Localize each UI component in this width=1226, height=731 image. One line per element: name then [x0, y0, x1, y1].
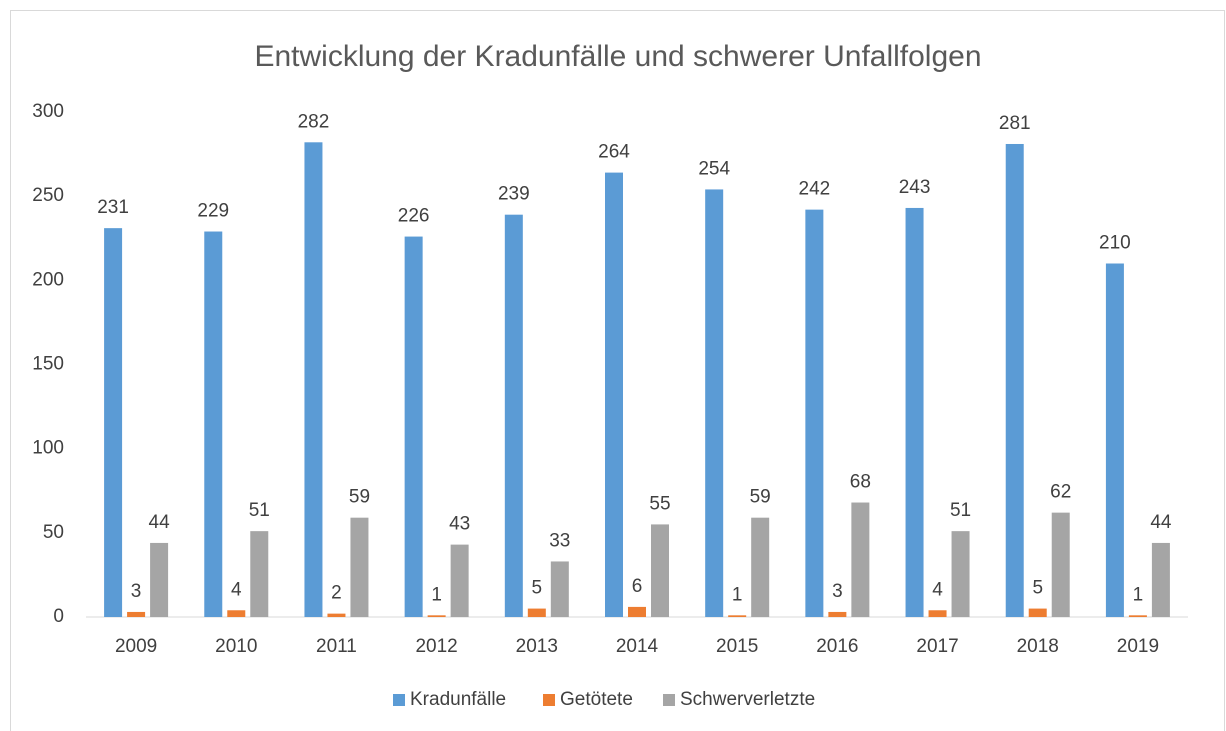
data-label: 44	[149, 512, 171, 533]
data-label: 43	[449, 514, 470, 535]
data-label: 264	[598, 142, 630, 163]
bar	[851, 502, 870, 617]
data-label: 226	[398, 206, 430, 227]
y-tick-label: 150	[32, 354, 64, 375]
y-tick-label: 300	[32, 101, 64, 122]
bar	[127, 611, 146, 617]
x-tick-label: 2013	[516, 636, 558, 657]
data-label: 282	[298, 111, 330, 132]
x-tick-label: 2018	[1017, 636, 1059, 657]
bar	[751, 517, 770, 617]
legend-swatch	[543, 694, 555, 706]
bar	[905, 207, 924, 617]
data-label: 254	[698, 158, 730, 179]
data-label: 4	[231, 579, 242, 600]
legend-swatch	[663, 694, 675, 706]
legend-label: Getötete	[560, 689, 633, 710]
bar	[705, 189, 724, 617]
data-label: 281	[999, 113, 1031, 134]
bar	[1105, 263, 1124, 617]
data-label: 51	[950, 500, 971, 521]
data-label: 3	[832, 581, 843, 602]
y-tick-label: 200	[32, 269, 64, 290]
data-label: 4	[932, 579, 943, 600]
x-tick-label: 2017	[916, 636, 958, 657]
bar	[327, 613, 346, 617]
bar	[204, 231, 223, 617]
bar	[805, 209, 824, 617]
legend-label: Schwerverletzte	[680, 689, 815, 710]
bar	[1028, 608, 1047, 617]
bar	[350, 517, 369, 617]
bar	[728, 615, 747, 617]
data-label: 6	[632, 576, 643, 597]
bar	[550, 561, 569, 617]
y-tick-label: 100	[32, 438, 64, 459]
x-tick-label: 2011	[316, 636, 357, 657]
data-label: 62	[1050, 482, 1071, 503]
y-tick-label: 0	[53, 606, 64, 627]
bar	[628, 606, 646, 617]
bar	[828, 611, 847, 617]
data-label: 242	[799, 179, 831, 200]
bar	[951, 531, 970, 617]
bar	[150, 542, 169, 617]
bar	[651, 524, 669, 617]
bar	[427, 615, 446, 617]
data-label: 44	[1150, 512, 1172, 533]
legend-swatch	[393, 694, 405, 706]
data-label: 3	[131, 581, 142, 602]
x-tick-label: 2016	[816, 636, 858, 657]
data-label: 1	[431, 584, 442, 605]
bar	[1005, 143, 1024, 617]
bar	[527, 608, 546, 617]
y-tick-label: 250	[32, 185, 64, 206]
bar	[504, 214, 523, 617]
data-label: 55	[649, 493, 670, 514]
x-tick-label: 2009	[115, 636, 157, 657]
data-label: 210	[1099, 233, 1131, 254]
data-label: 231	[97, 197, 129, 218]
chart-title: Entwicklung der Kradunfälle und schwerer…	[254, 40, 981, 73]
bar	[928, 610, 947, 617]
x-tick-label: 2014	[616, 636, 659, 657]
bar	[304, 142, 323, 618]
y-tick-label: 50	[43, 522, 64, 543]
x-tick-label: 2015	[716, 636, 758, 657]
chart-border	[10, 10, 1225, 731]
data-label: 51	[249, 500, 270, 521]
bar	[1128, 615, 1147, 617]
bar	[227, 610, 246, 617]
bar	[1151, 542, 1170, 617]
data-label: 239	[498, 184, 530, 205]
bar	[250, 531, 269, 617]
data-label: 229	[197, 201, 229, 222]
data-label: 59	[349, 487, 370, 508]
bar	[1051, 512, 1070, 617]
bar	[450, 544, 469, 617]
bar	[104, 228, 123, 617]
bar	[605, 172, 623, 617]
data-label: 5	[1032, 578, 1043, 599]
x-tick-label: 2012	[415, 636, 457, 657]
x-tick-label: 2019	[1117, 636, 1159, 657]
data-label: 68	[850, 472, 871, 493]
x-tick-label: 2010	[215, 636, 257, 657]
data-label: 2	[331, 583, 342, 604]
bar	[404, 236, 423, 618]
legend-label: Kradunfälle	[410, 689, 506, 710]
data-label: 1	[732, 584, 743, 605]
data-label: 59	[750, 487, 771, 508]
data-label: 243	[899, 177, 931, 198]
data-label: 33	[549, 530, 570, 551]
data-label: 5	[532, 578, 543, 599]
data-label: 1	[1133, 584, 1144, 605]
